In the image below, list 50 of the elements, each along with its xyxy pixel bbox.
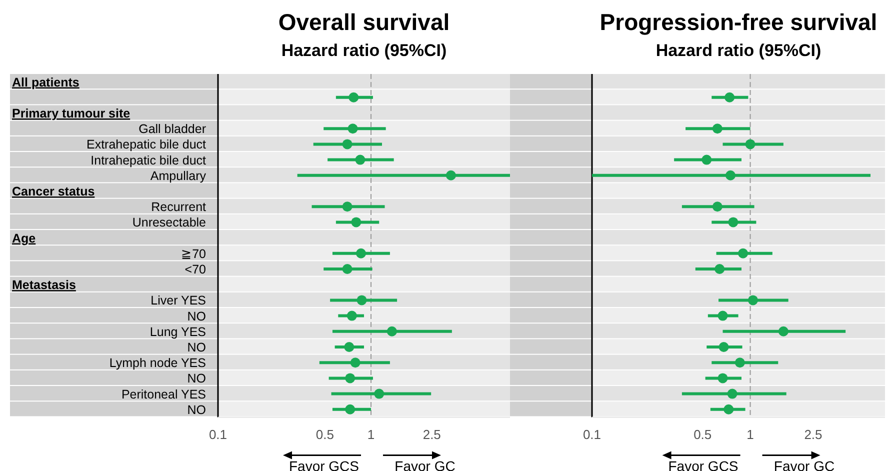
y-tick-label: Lymph node YES <box>109 356 206 370</box>
y-tick-label: Liver YES <box>150 294 206 308</box>
text: Age <box>12 231 36 246</box>
x-tick-label: 1 <box>367 427 375 442</box>
x-tick-label: 2.5 <box>804 427 822 442</box>
y-tick-label: Unresectable <box>132 216 206 230</box>
point <box>718 342 729 352</box>
point <box>745 139 756 150</box>
text: Metastasis <box>12 278 76 292</box>
y-tick-label: Recurrent <box>151 200 207 214</box>
x-tick-label: 0.5 <box>316 427 334 442</box>
text: Favor GC <box>394 458 456 471</box>
chart-subtitle: Hazard ratio (95%CI) <box>281 41 447 60</box>
point <box>738 248 748 258</box>
chart-subtitle: Hazard ratio (95%CI) <box>656 41 822 60</box>
y-tick-label: Intrahepatic bile duct <box>90 153 207 168</box>
text: Favor GCS <box>668 458 738 471</box>
x-tick-label: 1 <box>746 427 754 442</box>
x-tick-label: 0.1 <box>208 427 228 442</box>
point <box>734 358 745 368</box>
x-tick-label: 2.5 <box>422 427 441 442</box>
y-tick-label: NO <box>187 402 206 417</box>
x-tick-label: 0.1 <box>582 427 602 442</box>
chart-title: Overall survival <box>278 9 450 35</box>
y-tick-label: ≧70 <box>181 246 206 261</box>
point <box>718 310 728 321</box>
y-tick-label: Peritoneal YES <box>121 387 206 402</box>
y-tick-label: Gall bladder <box>138 122 206 136</box>
point <box>748 295 758 306</box>
point <box>724 92 735 102</box>
text: All patients <box>12 75 80 90</box>
x-tick-label: 0.5 <box>694 427 712 442</box>
point <box>727 388 738 399</box>
y-tick-label: NO <box>187 309 206 324</box>
text: Favor GC <box>774 458 835 471</box>
point <box>724 404 734 414</box>
y-tick-label: Extrahepatic bile duct <box>86 138 207 152</box>
point <box>714 264 725 274</box>
y-tick-label: NO <box>187 372 206 386</box>
point <box>725 170 736 180</box>
y-tick-label: Ampullary <box>150 168 207 183</box>
y-tick-label: Lung YES <box>150 324 206 339</box>
y-tick-label: <70 <box>184 262 206 276</box>
chart-title: Progression-free survival <box>600 9 878 35</box>
text: Cancer status <box>12 184 95 198</box>
text: Favor GCS <box>288 458 360 471</box>
point <box>728 217 738 228</box>
point <box>718 373 728 384</box>
y-tick-label: NO <box>187 340 206 354</box>
text: Primary tumour site <box>12 106 130 120</box>
